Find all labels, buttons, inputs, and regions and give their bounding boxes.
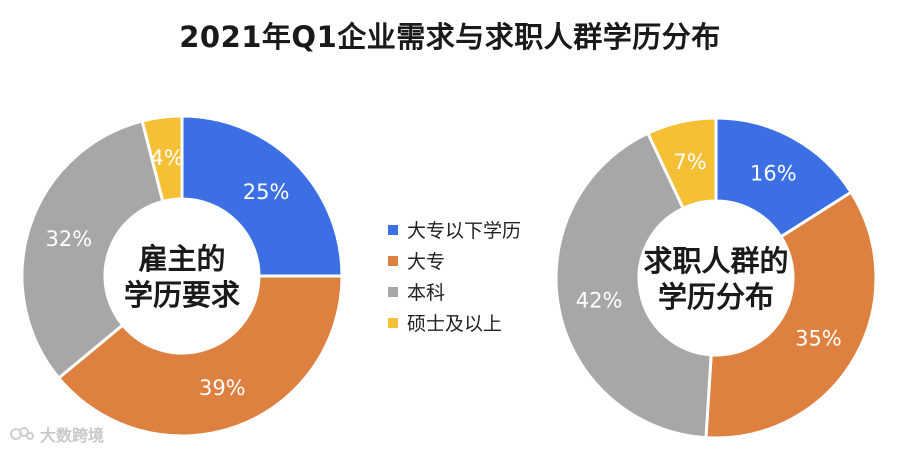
slice-employer-2: [20, 119, 165, 381]
data-label-employer-1: 39%: [199, 376, 246, 400]
data-label-jobseeker-2: 42%: [576, 288, 623, 312]
watermark: 大数跨境: [10, 422, 104, 446]
data-label-jobseeker-3: 7%: [673, 150, 706, 174]
center-label-employer-1: 学历要求: [124, 278, 240, 312]
data-label-employer-3: 4%: [150, 146, 183, 170]
legend-swatch-yellow: [388, 317, 398, 328]
center-label-jobseeker-1: 学历分布: [658, 280, 774, 314]
legend-item-master-and-above: 硕士及以上: [388, 307, 521, 338]
data-label-employer-2: 32%: [45, 227, 92, 251]
data-label-jobseeker-0: 16%: [750, 162, 797, 186]
slice-jobseeker-2: [554, 131, 713, 440]
legend-item-bachelor: 本科: [388, 276, 521, 307]
legend-swatch-orange: [388, 255, 398, 266]
slice-jobseeker-3: [645, 116, 718, 211]
legend-swatch-blue: [388, 224, 398, 235]
legend-label: 大专以下学历: [407, 220, 522, 242]
legend-label: 大专: [407, 251, 446, 273]
data-label-jobseeker-1: 35%: [795, 327, 842, 351]
center-label-employer-0: 雇主的: [138, 242, 225, 276]
slice-jobseeker-0: [714, 116, 854, 239]
watermark-logo-icon: [10, 427, 34, 440]
slice-employer-0: [180, 114, 344, 278]
legend-item-junior-college: 大专: [388, 245, 521, 276]
slice-employer-1: [56, 274, 344, 438]
legend-label: 本科: [407, 282, 446, 304]
data-label-employer-0: 25%: [243, 180, 290, 204]
center-label-jobseeker-0: 求职人群的: [643, 244, 788, 278]
legend-label: 硕士及以上: [407, 313, 503, 335]
slice-jobseeker-1: [704, 190, 878, 440]
chart-title: 2021年Q1企业需求与求职人群学历分布: [179, 20, 721, 54]
legend-swatch-gray: [388, 286, 398, 297]
legend-item-below-junior-college: 大专以下学历: [388, 214, 521, 245]
slice-employer-3: [140, 114, 184, 204]
watermark-text: 大数跨境: [40, 426, 105, 445]
legend: 大专以下学历 大专 本科 硕士及以上: [388, 214, 521, 338]
